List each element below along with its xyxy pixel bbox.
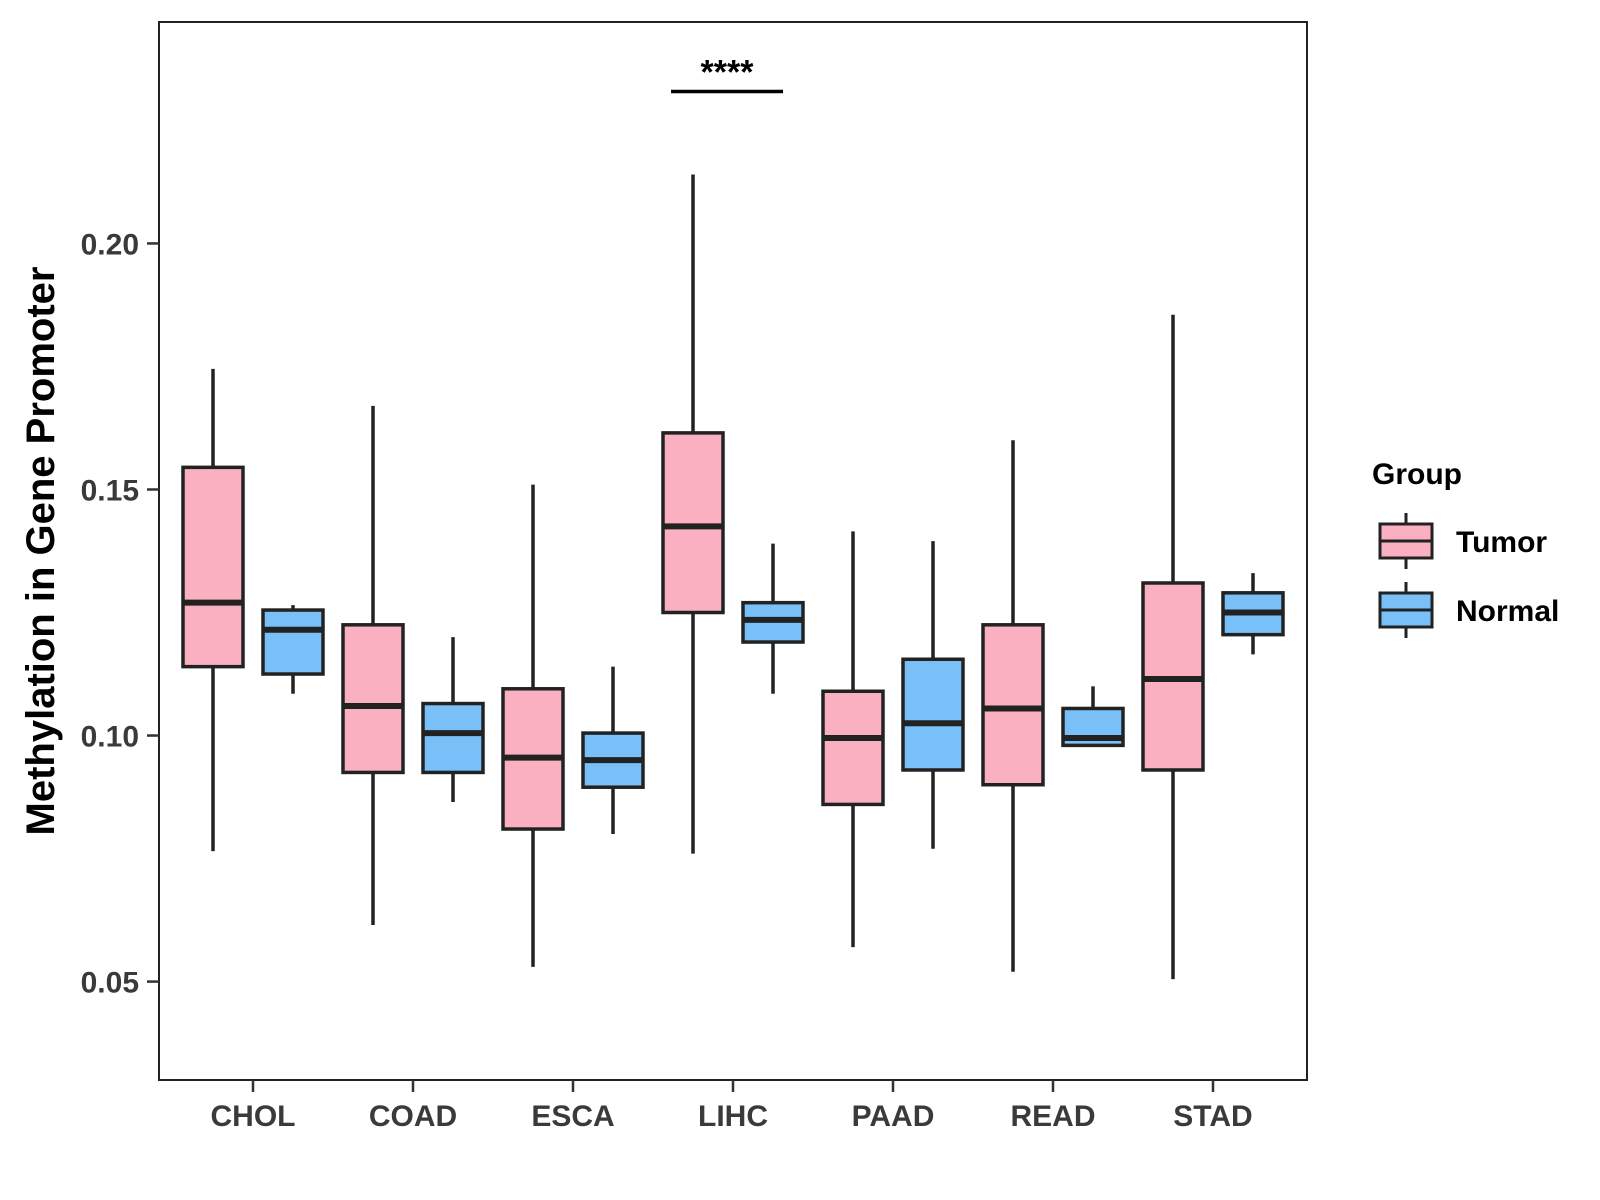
boxes-layer [181,174,1285,980]
box-normal-paad [901,541,965,849]
x-axis: CHOL COAD ESCA LIHC PAAD READ STAD [211,1080,1253,1133]
box-body [421,701,485,775]
box-body [901,657,965,772]
box-normal-stad [1221,573,1285,655]
y-axis: 0.05 0.10 0.15 0.20 [81,228,159,1000]
box-body [821,689,885,807]
x-tick-label: CHOL [211,1100,296,1133]
y-axis-title: Methylation in Gene Promoter [19,267,63,836]
box-tumor-esca [501,484,565,967]
y-tick-label: 0.15 [81,474,139,507]
box-tumor-coad [341,405,405,925]
y-tick-label: 0.10 [81,721,139,754]
box-body [661,431,725,615]
box-normal-chol [261,605,325,694]
significance-annotation: **** [671,54,783,94]
significance-stars: **** [701,54,755,92]
legend: Group Tumor Normal [1372,458,1559,638]
legend-entry-tumor: Tumor [1378,513,1547,569]
box-body [261,608,325,676]
x-tick-label: STAD [1173,1100,1252,1133]
box-normal-esca [581,666,645,834]
box-tumor-stad [1141,314,1205,980]
x-tick-label: LIHC [698,1100,768,1133]
legend-title: Group [1372,458,1462,491]
legend-label: Normal [1456,595,1559,628]
x-tick-label: PAAD [852,1100,935,1133]
box-normal-coad [421,637,485,802]
x-tick-label: READ [1010,1100,1095,1133]
x-tick-label: ESCA [531,1100,614,1133]
box-tumor-lihc [661,174,725,854]
box-body [181,465,245,669]
box-body [341,623,405,775]
box-normal-lihc [741,543,805,694]
legend-entry-normal: Normal [1378,582,1559,638]
y-tick-label: 0.20 [81,228,139,261]
box-tumor-chol [181,368,245,852]
box-normal-read [1061,686,1125,748]
box-tumor-paad [821,531,885,948]
box-tumor-read [981,440,1045,972]
box-body [981,623,1045,787]
y-tick-label: 0.05 [81,967,139,1000]
x-tick-label: COAD [369,1100,457,1133]
legend-label: Tumor [1456,526,1547,559]
